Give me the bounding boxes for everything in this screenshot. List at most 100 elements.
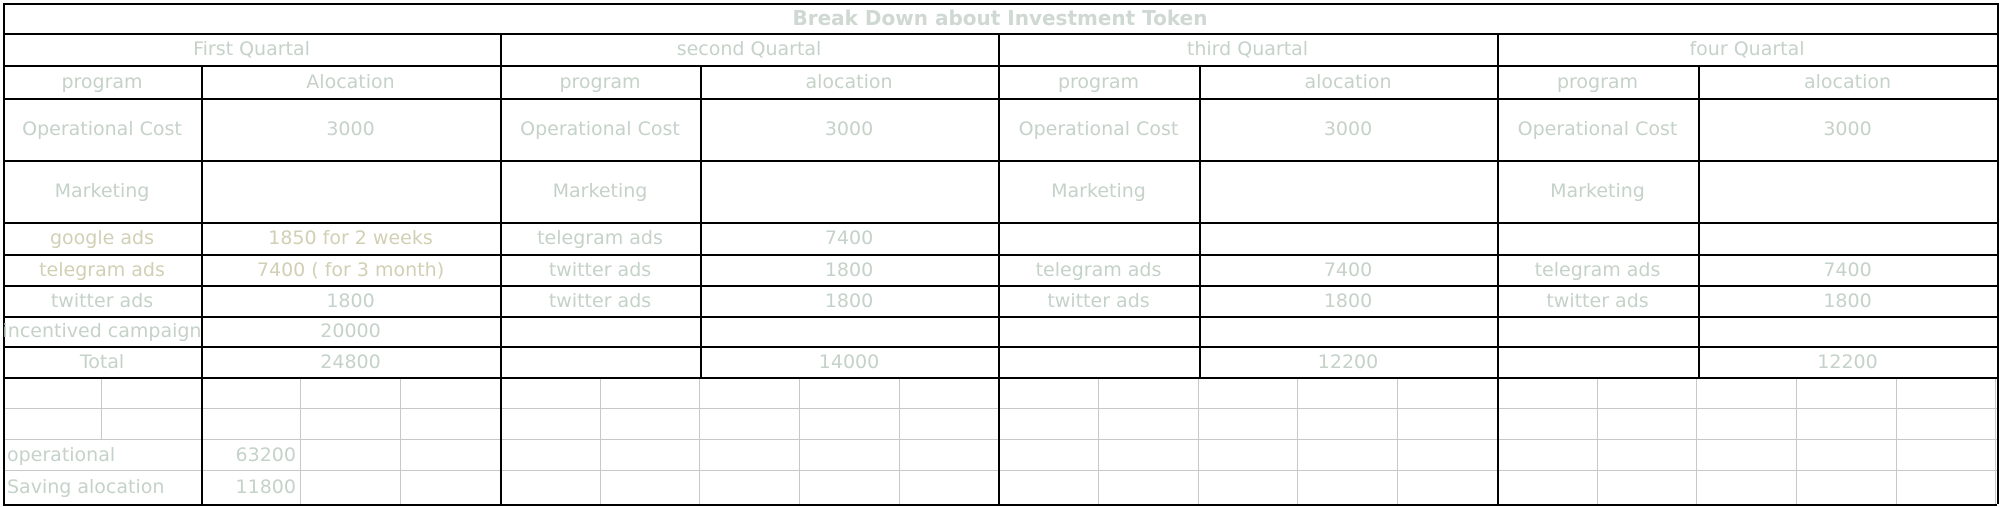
summary-value[interactable]: 11800	[235, 476, 296, 498]
grid-line-row	[3, 408, 1997, 409]
program-cell[interactable]: Total	[79, 350, 125, 373]
program-column-header[interactable]: program	[1057, 70, 1140, 93]
allocation-cell[interactable]	[1199, 222, 1497, 254]
table-border-left	[3, 3, 5, 504]
program-cell[interactable]: telegram ads	[1534, 258, 1661, 281]
table-border-row	[3, 65, 1997, 67]
program-cell[interactable]: incentived campaign	[3, 320, 201, 342]
grid-line-col	[1198, 377, 1199, 504]
allocation-cell[interactable]: 7400	[1323, 258, 1373, 281]
column-divider	[1698, 65, 1700, 377]
allocation-cell[interactable]	[1199, 316, 1497, 346]
allocation-cell[interactable]	[1698, 316, 1997, 346]
allocation-cell[interactable]	[1698, 160, 1997, 222]
allocation-cell[interactable]: 1800	[326, 289, 375, 312]
grid-line-col	[1896, 377, 1897, 504]
allocation-cell[interactable]: 20000	[320, 320, 381, 342]
table-border-row	[3, 254, 1997, 256]
program-cell[interactable]: twitter ads	[548, 289, 652, 312]
grid-line-col	[1597, 377, 1598, 504]
program-cell[interactable]: Operational Cost	[1517, 118, 1678, 140]
program-cell[interactable]: Marketing	[1051, 180, 1146, 202]
grid-line-col	[699, 377, 700, 504]
program-column-header[interactable]: program	[1556, 70, 1639, 93]
quarter-divider	[1497, 33, 1499, 504]
allocation-cell[interactable]: 7400	[1823, 258, 1872, 281]
program-cell[interactable]: twitter ads	[548, 258, 652, 281]
table-border-row	[3, 3, 1997, 5]
allocation-cell[interactable]: 1800	[1323, 289, 1373, 312]
program-cell[interactable]: Operational Cost	[520, 118, 680, 140]
program-cell[interactable]	[1497, 316, 1698, 346]
summary-label[interactable]: operational	[7, 443, 116, 466]
allocation-cell[interactable]: 12200	[1817, 350, 1878, 373]
allocation-column-header[interactable]: Alocation	[306, 70, 395, 93]
program-cell[interactable]: Marketing	[1550, 180, 1645, 202]
quarter-header[interactable]: four Quartal	[1689, 38, 1805, 60]
allocation-cell[interactable]: 3000	[326, 118, 375, 140]
allocation-cell[interactable]: 1850 for 2 weeks	[268, 227, 433, 249]
column-divider	[1199, 65, 1201, 377]
program-cell[interactable]	[500, 316, 700, 346]
program-cell[interactable]: twitter ads	[1546, 289, 1649, 312]
allocation-column-header[interactable]: alocation	[1803, 70, 1892, 93]
quarter-divider	[998, 33, 1000, 504]
program-cell[interactable]: telegram ads	[39, 258, 165, 281]
summary-label[interactable]: Saving alocation	[7, 476, 165, 498]
program-cell[interactable]	[500, 346, 700, 377]
program-cell[interactable]	[1497, 222, 1698, 254]
allocation-cell[interactable]	[700, 160, 998, 222]
program-cell[interactable]	[1497, 346, 1698, 377]
allocation-column-header[interactable]: alocation	[805, 70, 893, 93]
allocation-cell[interactable]: 7400 ( for 3 month)	[256, 258, 445, 281]
grid-line-col	[1796, 377, 1797, 504]
program-cell[interactable]: Marketing	[54, 180, 150, 202]
allocation-cell[interactable]: 24800	[320, 350, 381, 373]
table-border-right	[1997, 3, 1999, 504]
program-cell[interactable]: google ads	[50, 227, 154, 249]
quarter-header[interactable]: second Quartal	[676, 38, 822, 60]
allocation-cell[interactable]: 14000	[818, 350, 880, 373]
program-cell[interactable]: Marketing	[552, 180, 648, 202]
summary-value[interactable]: 63200	[235, 443, 296, 466]
program-cell[interactable]	[998, 316, 1199, 346]
grid-line-row	[3, 470, 1997, 471]
allocation-cell[interactable]: 12200	[1317, 350, 1379, 373]
allocation-cell[interactable]: 3000	[1323, 118, 1373, 140]
allocation-cell[interactable]: 1800	[1823, 289, 1872, 312]
grid-line-col	[300, 377, 301, 504]
quarter-header[interactable]: First Quartal	[193, 38, 310, 60]
program-cell[interactable]: twitter ads	[50, 289, 154, 312]
allocation-cell[interactable]	[1698, 222, 1997, 254]
table-border-row	[3, 377, 1997, 379]
table-border-row	[3, 285, 1997, 287]
table-border-row	[3, 33, 1997, 35]
grid-line-col	[1297, 377, 1298, 504]
program-column-header[interactable]: program	[61, 70, 143, 93]
allocation-cell[interactable]	[700, 316, 998, 346]
column-divider	[700, 65, 702, 377]
allocation-cell[interactable]: 7400	[824, 227, 874, 249]
program-cell[interactable]: Operational Cost	[22, 118, 182, 140]
grid-line-col	[600, 377, 601, 504]
allocation-cell[interactable]: 3000	[1823, 118, 1872, 140]
grid-line-col	[899, 377, 900, 504]
column-divider	[201, 65, 203, 504]
program-cell[interactable]: telegram ads	[537, 227, 663, 249]
allocation-cell[interactable]: 3000	[824, 118, 874, 140]
allocation-cell[interactable]: 1800	[824, 289, 874, 312]
allocation-cell[interactable]: 1800	[824, 258, 874, 281]
grid-line-col	[1397, 377, 1398, 504]
sheet-title[interactable]: Break Down about Investment Token	[792, 6, 1208, 30]
program-cell[interactable]	[998, 222, 1199, 254]
program-cell[interactable]: telegram ads	[1035, 258, 1162, 281]
allocation-cell[interactable]	[1199, 160, 1497, 222]
quarter-header[interactable]: third Quartal	[1186, 38, 1309, 60]
allocation-column-header[interactable]: alocation	[1304, 70, 1392, 93]
program-cell[interactable]	[998, 346, 1199, 377]
program-column-header[interactable]: program	[559, 70, 641, 93]
program-cell[interactable]: Operational Cost	[1018, 118, 1179, 140]
allocation-cell[interactable]	[201, 160, 500, 222]
program-cell[interactable]: twitter ads	[1047, 289, 1150, 312]
